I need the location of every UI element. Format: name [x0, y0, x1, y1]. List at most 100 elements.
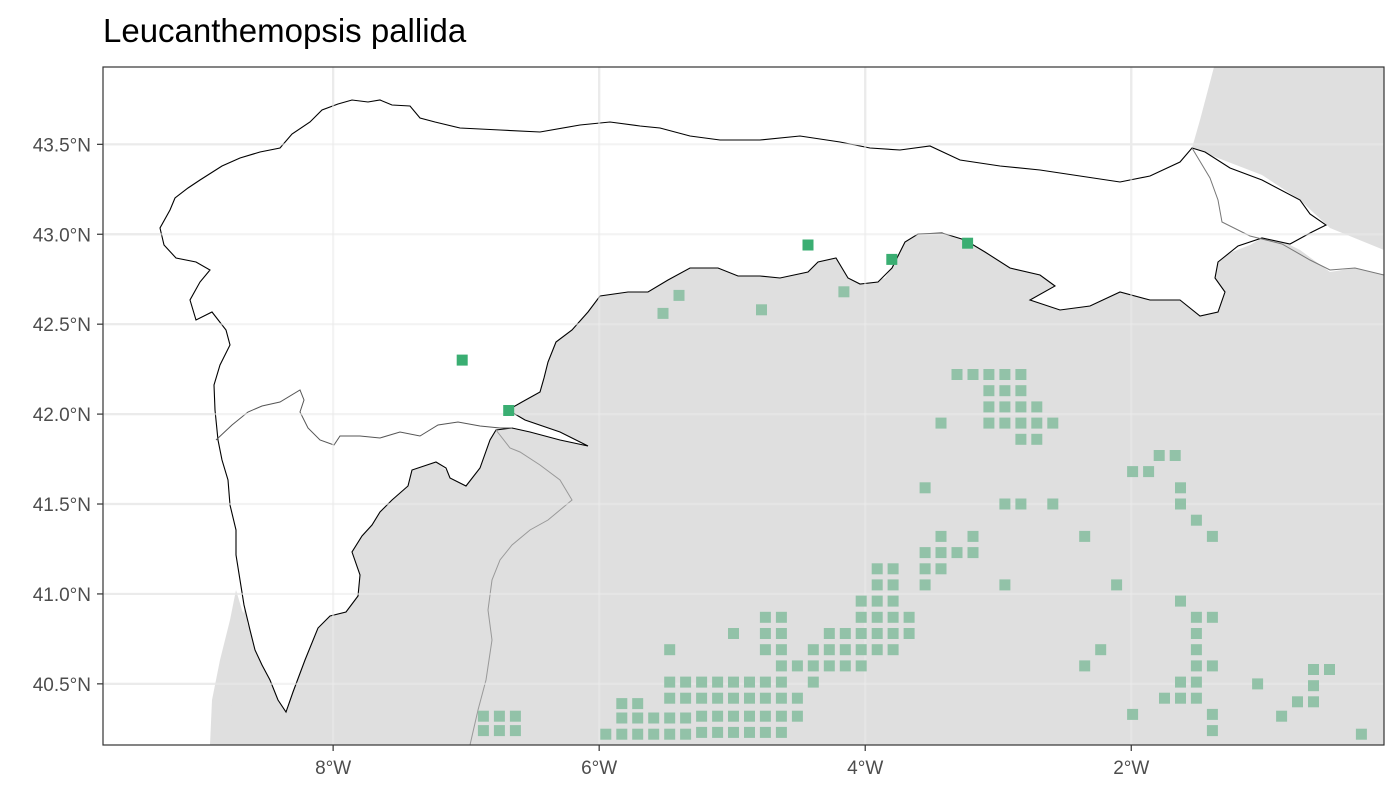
y-tick-label-0: 43.5°N: [33, 135, 91, 156]
occurrence-point-out-area-96: [664, 676, 676, 688]
occurrence-point-out-area-159: [1355, 728, 1367, 740]
occurrence-point-out-area-89: [839, 660, 851, 672]
occurrence-point-out-area-45: [919, 563, 931, 575]
occurrence-point-out-area-149: [648, 728, 660, 740]
occurrence-point-out-area-146: [600, 728, 612, 740]
occurrence-point-out-area-121: [1292, 696, 1303, 708]
occurrence-point-out-area-49: [919, 579, 931, 591]
occurrence-point-out-area-16: [935, 417, 947, 429]
axes: 8°W 6°W 4°W 2°W 43.5°N 43.0°N 42.5°N 42.0°N 41.5…: [33, 135, 1150, 779]
occurrence-point-out-area-68: [839, 628, 851, 639]
occurrence-point-out-area-70: [871, 628, 883, 639]
grid-overlay: [103, 67, 1384, 745]
occurrence-point-out-area-147: [616, 728, 628, 740]
occurrence-point-out-area-127: [509, 710, 521, 722]
occurrence-point-out-area-150: [664, 728, 676, 740]
x-tick-label-1: 6°W: [581, 758, 617, 779]
occurrence-point-out-area-148: [632, 728, 644, 740]
iberia-interior-land: [210, 234, 1384, 745]
occurrence-point-out-area-61: [903, 611, 915, 623]
occurrence-point-out-area-71: [887, 628, 899, 639]
occurrence-point-out-area-64: [728, 628, 739, 639]
occurrence-point-in-area-1: [503, 405, 515, 416]
occurrence-points: [456, 237, 1367, 740]
occurrence-point-out-area-43: [871, 563, 883, 575]
panel-border: [102, 66, 1385, 746]
occurrence-point-out-area-154: [728, 726, 739, 738]
occurrence-point-out-area-119: [1175, 692, 1186, 704]
occurrence-point-out-area-110: [680, 692, 692, 704]
occurrence-point-out-area-66: [775, 628, 787, 639]
occurrence-point-out-area-23: [1031, 433, 1043, 445]
occurrence-point-out-area-5: [967, 369, 979, 380]
occurrence-point-out-area-60: [887, 611, 899, 623]
occurrence-point-out-area-20: [1031, 417, 1043, 429]
occurrence-point-out-area-28: [919, 482, 931, 494]
occurrence-point-in-area-3: [886, 253, 898, 265]
occurrence-point-out-area-94: [1308, 664, 1319, 675]
occurrence-point-out-area-15: [1031, 401, 1043, 413]
occurrence-point-out-area-17: [983, 417, 995, 429]
x-tick-label-2: 4°W: [847, 758, 883, 779]
occurrence-point-out-area-124: [632, 698, 644, 710]
occurrence-point-out-area-86: [791, 660, 803, 672]
occurrence-point-out-area-34: [1190, 514, 1202, 526]
occurrence-point-out-area-29: [1175, 482, 1186, 494]
occurrence-point-out-area-12: [983, 401, 995, 413]
y-tick-label-1: 43.0°N: [33, 225, 91, 246]
occurrence-point-out-area-41: [951, 547, 963, 559]
occurrence-point-out-area-95: [1324, 664, 1335, 675]
occurrence-point-out-area-120: [1190, 692, 1202, 704]
occurrence-point-out-area-54: [887, 595, 899, 607]
occurrence-point-out-area-38: [1206, 530, 1218, 542]
occurrence-point-out-area-93: [1206, 660, 1218, 672]
x-tick-label-0: 8°W: [315, 758, 351, 779]
occurrence-point-out-area-74: [664, 644, 676, 656]
occurrence-point-out-area-18: [999, 417, 1011, 429]
portugal-coast-land: [210, 590, 252, 745]
occurrence-point-out-area-25: [1169, 450, 1181, 461]
occurrence-point-out-area-144: [493, 725, 505, 737]
occurrence-point-out-area-73: [1190, 628, 1202, 639]
occurrence-point-out-area-19: [1015, 417, 1027, 429]
occurrence-point-out-area-97: [680, 676, 692, 688]
occurrence-point-out-area-83: [1095, 644, 1107, 656]
occurrence-point-out-area-55: [1175, 595, 1186, 607]
occurrence-point-out-area-98: [696, 676, 708, 688]
occurrence-point-out-area-112: [712, 692, 724, 704]
occurrence-point-out-area-115: [759, 692, 771, 704]
occurrence-point-out-area-108: [1308, 680, 1319, 692]
occurrence-point-out-area-140: [1127, 708, 1139, 720]
occurrence-point-out-area-152: [696, 726, 708, 738]
occurrence-point-out-area-81: [871, 644, 883, 656]
galicia-inner-border: [469, 429, 573, 745]
occurrence-point-out-area-125: [477, 710, 489, 722]
occurrence-point-out-area-141: [1206, 708, 1218, 720]
occurrence-point-out-area-56: [759, 611, 771, 623]
occurrence-point-out-area-67: [823, 628, 835, 639]
occurrence-point-out-area-133: [696, 710, 708, 722]
occurrence-point-out-area-52: [855, 595, 867, 607]
occurrence-point-out-area-39: [919, 547, 931, 559]
occurrence-point-out-area-35: [935, 530, 947, 542]
occurrence-point-out-area-136: [744, 710, 755, 722]
occurrence-point-out-area-88: [823, 660, 835, 672]
occurrence-point-out-area-153: [712, 726, 724, 738]
occurrence-point-out-area-24: [1153, 450, 1165, 461]
y-tick-label-4: 41.5°N: [33, 495, 91, 516]
occurrence-point-out-area-129: [632, 712, 644, 724]
occurrence-point-out-area-111: [696, 692, 708, 704]
occurrence-point-out-area-109: [664, 692, 676, 704]
occurrence-point-in-area-0: [456, 354, 468, 366]
occurrence-point-out-area-105: [1175, 676, 1186, 688]
occurrence-point-out-area-46: [935, 563, 947, 575]
occurrence-point-out-area-82: [887, 644, 899, 656]
occurrence-point-out-area-65: [759, 628, 771, 639]
occurrence-point-out-area-4: [951, 369, 963, 380]
occurrence-point-out-area-143: [477, 725, 489, 737]
occurrence-point-out-area-6: [983, 369, 995, 380]
occurrence-point-out-area-63: [1206, 611, 1218, 623]
occurrence-point-out-area-101: [744, 676, 755, 688]
occurrence-point-out-area-1: [657, 307, 669, 319]
